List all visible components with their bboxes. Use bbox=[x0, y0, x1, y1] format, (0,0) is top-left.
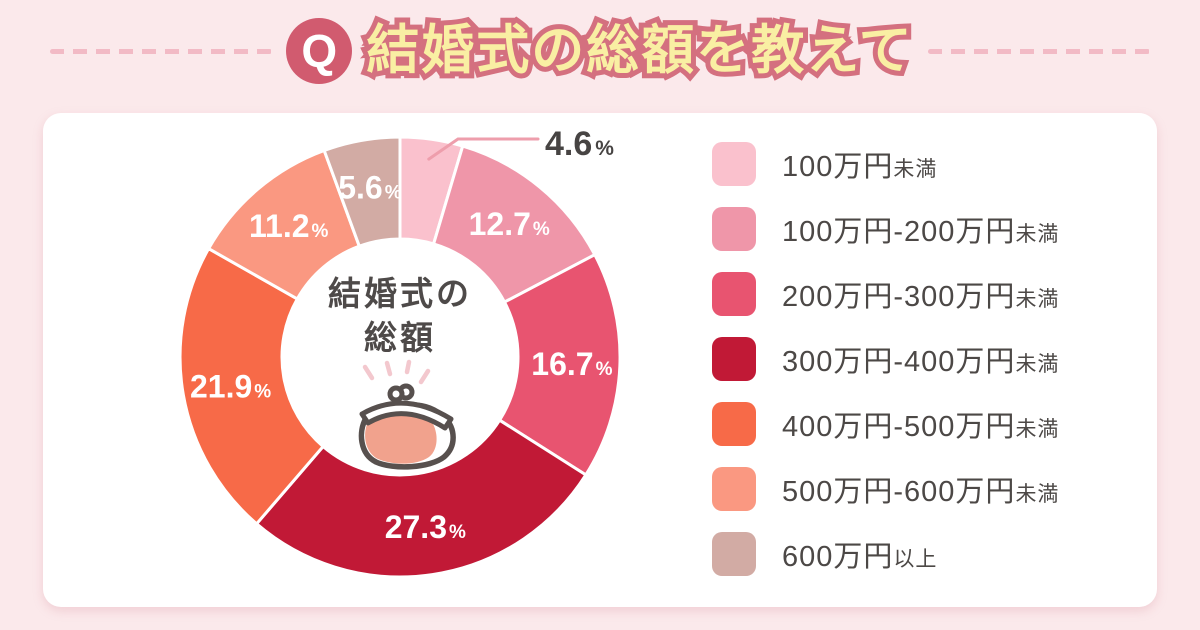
page-title: 結婚式の総額を教えて bbox=[366, 19, 914, 83]
legend-item-5: 500万円-600万円未満 bbox=[712, 467, 1059, 511]
sparkle-icon bbox=[362, 359, 431, 385]
slice-value-label-0: 4.6% bbox=[545, 125, 614, 163]
legend: 100万円未満 100万円-200万円未満 200万円-300万円未満 300万円-4… bbox=[712, 142, 1059, 576]
legend-swatch-0 bbox=[712, 142, 756, 186]
legend-label-0: 100万円未満 bbox=[782, 151, 938, 183]
legend-item-2: 200万円-300万円未満 bbox=[712, 272, 1059, 316]
legend-label-1: 100万円-200万円未満 bbox=[782, 216, 1060, 248]
slice-value-label-3: 27.3% bbox=[385, 509, 466, 545]
donut-center-title-line1: 結婚式の bbox=[328, 275, 472, 312]
header: Q 結婚式の総額を教えて bbox=[0, 0, 1200, 102]
legend-swatch-3 bbox=[712, 337, 756, 381]
legend-label-2: 200万円-300万円未満 bbox=[782, 281, 1060, 313]
donut-chart: 結婚式の 総額 4.6 % 12.7 % 16.7 % 27.3 % 21.9 % 11.2 %5.6… bbox=[178, 125, 622, 579]
chart-card: 結婚式の 総額 4.6% 12.7% 16.7% 27.3% 21.9% 11.2% 5.6… bbox=[43, 113, 1157, 607]
legend-label-4: 400万円-500万円未満 bbox=[782, 411, 1060, 443]
donut-slice-2 bbox=[498, 253, 622, 477]
legend-item-4: 400万円-500万円未満 bbox=[712, 402, 1059, 446]
legend-swatch-2 bbox=[712, 272, 756, 316]
legend-label-6: 600万円以上 bbox=[782, 541, 938, 573]
q-badge-icon: Q bbox=[286, 18, 353, 84]
page-title-text: 結婚式の総額を教えて bbox=[366, 19, 914, 83]
donut-slice-4 bbox=[178, 247, 325, 526]
legend-item-3: 300万円-400万円未満 bbox=[712, 337, 1059, 381]
slice-value-label-6: 5.6% bbox=[338, 170, 401, 206]
slice-value-label-5: 11.2% bbox=[249, 208, 329, 244]
legend-label-3: 300万円-400万円未満 bbox=[782, 346, 1060, 378]
dashed-divider-left bbox=[50, 48, 273, 54]
dashed-divider-right bbox=[927, 48, 1150, 54]
callout-line bbox=[427, 137, 540, 161]
slice-value-label-4: 21.9% bbox=[190, 369, 271, 405]
slice-value-label-1: 12.7% bbox=[469, 206, 550, 242]
q-badge-label: Q bbox=[301, 25, 338, 77]
donut-slice-6 bbox=[322, 135, 402, 248]
donut-slice-3 bbox=[255, 418, 588, 579]
coin-purse-icon bbox=[358, 359, 456, 470]
slice-value-label-2: 16.7% bbox=[531, 346, 612, 382]
legend-item-1: 100万円-200万円未満 bbox=[712, 207, 1059, 251]
legend-label-5: 500万円-600万円未満 bbox=[782, 476, 1060, 508]
legend-swatch-6 bbox=[712, 532, 756, 576]
legend-item-6: 600万円以上 bbox=[712, 532, 1059, 576]
legend-item-0: 100万円未満 bbox=[712, 142, 1059, 186]
donut-center-title-line2: 総額 bbox=[364, 319, 436, 356]
legend-swatch-4 bbox=[712, 402, 756, 446]
purse-clasp-left bbox=[387, 385, 405, 403]
purse-frame bbox=[359, 400, 454, 431]
legend-swatch-5 bbox=[712, 467, 756, 511]
legend-swatch-1 bbox=[712, 207, 756, 251]
purse-body-fill bbox=[365, 407, 437, 464]
